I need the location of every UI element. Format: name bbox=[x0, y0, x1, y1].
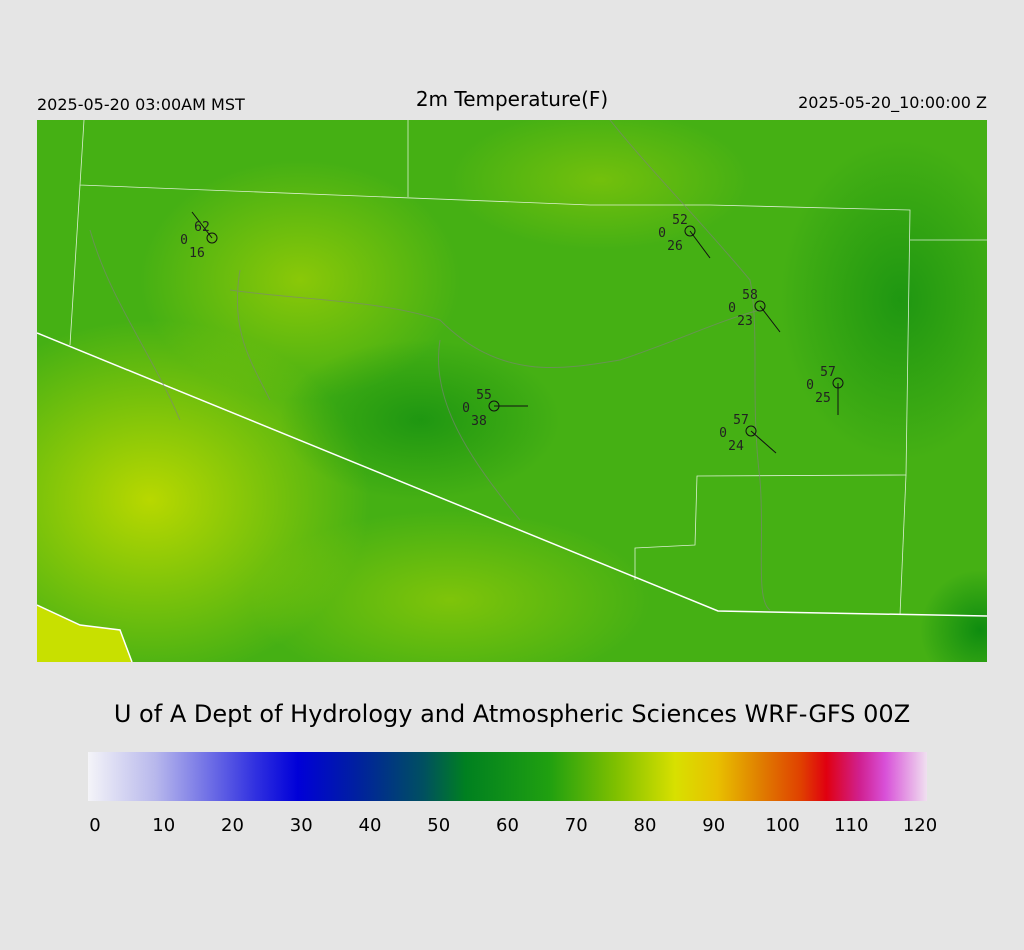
colorbar-tick-label: 120 bbox=[903, 815, 937, 836]
terrain-contours bbox=[89, 120, 771, 611]
credit: U of A Dept of Hydrology and Atmospheric… bbox=[114, 700, 910, 728]
wind-barb bbox=[689, 230, 711, 259]
station-dewpoint: 38 bbox=[471, 414, 487, 429]
station-temperature: 57 bbox=[733, 413, 749, 428]
wind-barb bbox=[750, 430, 777, 454]
colorbar-ticks: 0 10 20 30 40 50 60 70 80 90 100 110 120 bbox=[89, 815, 937, 836]
colorbar-tick-label: 30 bbox=[290, 815, 313, 836]
colorbar-tick-label: 110 bbox=[834, 815, 868, 836]
station-dewpoint: 26 bbox=[667, 239, 683, 254]
station-temperature: 62 bbox=[194, 220, 210, 235]
station-precip: 0 bbox=[806, 378, 814, 393]
station-temperature: 58 bbox=[742, 288, 758, 303]
wind-barb bbox=[759, 305, 781, 333]
map-title: 2m Temperature(F) bbox=[416, 87, 608, 111]
colorbar-tick-label: 100 bbox=[765, 815, 799, 836]
colorbar-tick-label: 60 bbox=[496, 815, 519, 836]
station-marker bbox=[754, 300, 766, 312]
station-dewpoint: 25 bbox=[815, 391, 831, 406]
colorbar-tick-label: 50 bbox=[427, 815, 450, 836]
colorbar-tick-label: 90 bbox=[702, 815, 725, 836]
station-temperature: 55 bbox=[476, 388, 492, 403]
colorbar-tick-label: 20 bbox=[221, 815, 244, 836]
borders bbox=[37, 332, 987, 662]
station-dewpoint: 16 bbox=[189, 246, 205, 261]
station-dewpoint: 23 bbox=[737, 314, 753, 329]
station-temperature: 57 bbox=[820, 365, 836, 380]
valid-time-local: 2025-05-20 03:00AM MST bbox=[37, 95, 245, 114]
colorbar-tick-label: 80 bbox=[634, 815, 657, 836]
station-temperature: 52 bbox=[672, 213, 688, 228]
field-shade bbox=[250, 510, 650, 662]
station-precip: 0 bbox=[719, 426, 727, 441]
station-marker bbox=[745, 425, 757, 437]
county-lines bbox=[69, 120, 987, 616]
wind-barb bbox=[191, 211, 213, 239]
valid-time-utc: 2025-05-20_10:00:00 Z bbox=[798, 93, 987, 113]
warm-area bbox=[37, 605, 132, 662]
station-precip: 0 bbox=[462, 401, 470, 416]
field-shade bbox=[450, 120, 750, 250]
field-shade bbox=[780, 140, 987, 460]
colorbar-tick-label: 70 bbox=[565, 815, 588, 836]
colorbar-tick-label: 0 bbox=[89, 815, 100, 836]
station-marker bbox=[206, 232, 218, 244]
station-dewpoint: 24 bbox=[728, 439, 744, 454]
colorbar-tick-label: 40 bbox=[359, 815, 382, 836]
station-precip: 0 bbox=[658, 226, 666, 241]
field-shade bbox=[140, 160, 460, 400]
station-precip: 0 bbox=[728, 301, 736, 316]
station-marker bbox=[684, 225, 696, 237]
station-precip: 0 bbox=[180, 233, 188, 248]
colorbar bbox=[88, 752, 927, 801]
colorbar-tick-label: 10 bbox=[152, 815, 175, 836]
